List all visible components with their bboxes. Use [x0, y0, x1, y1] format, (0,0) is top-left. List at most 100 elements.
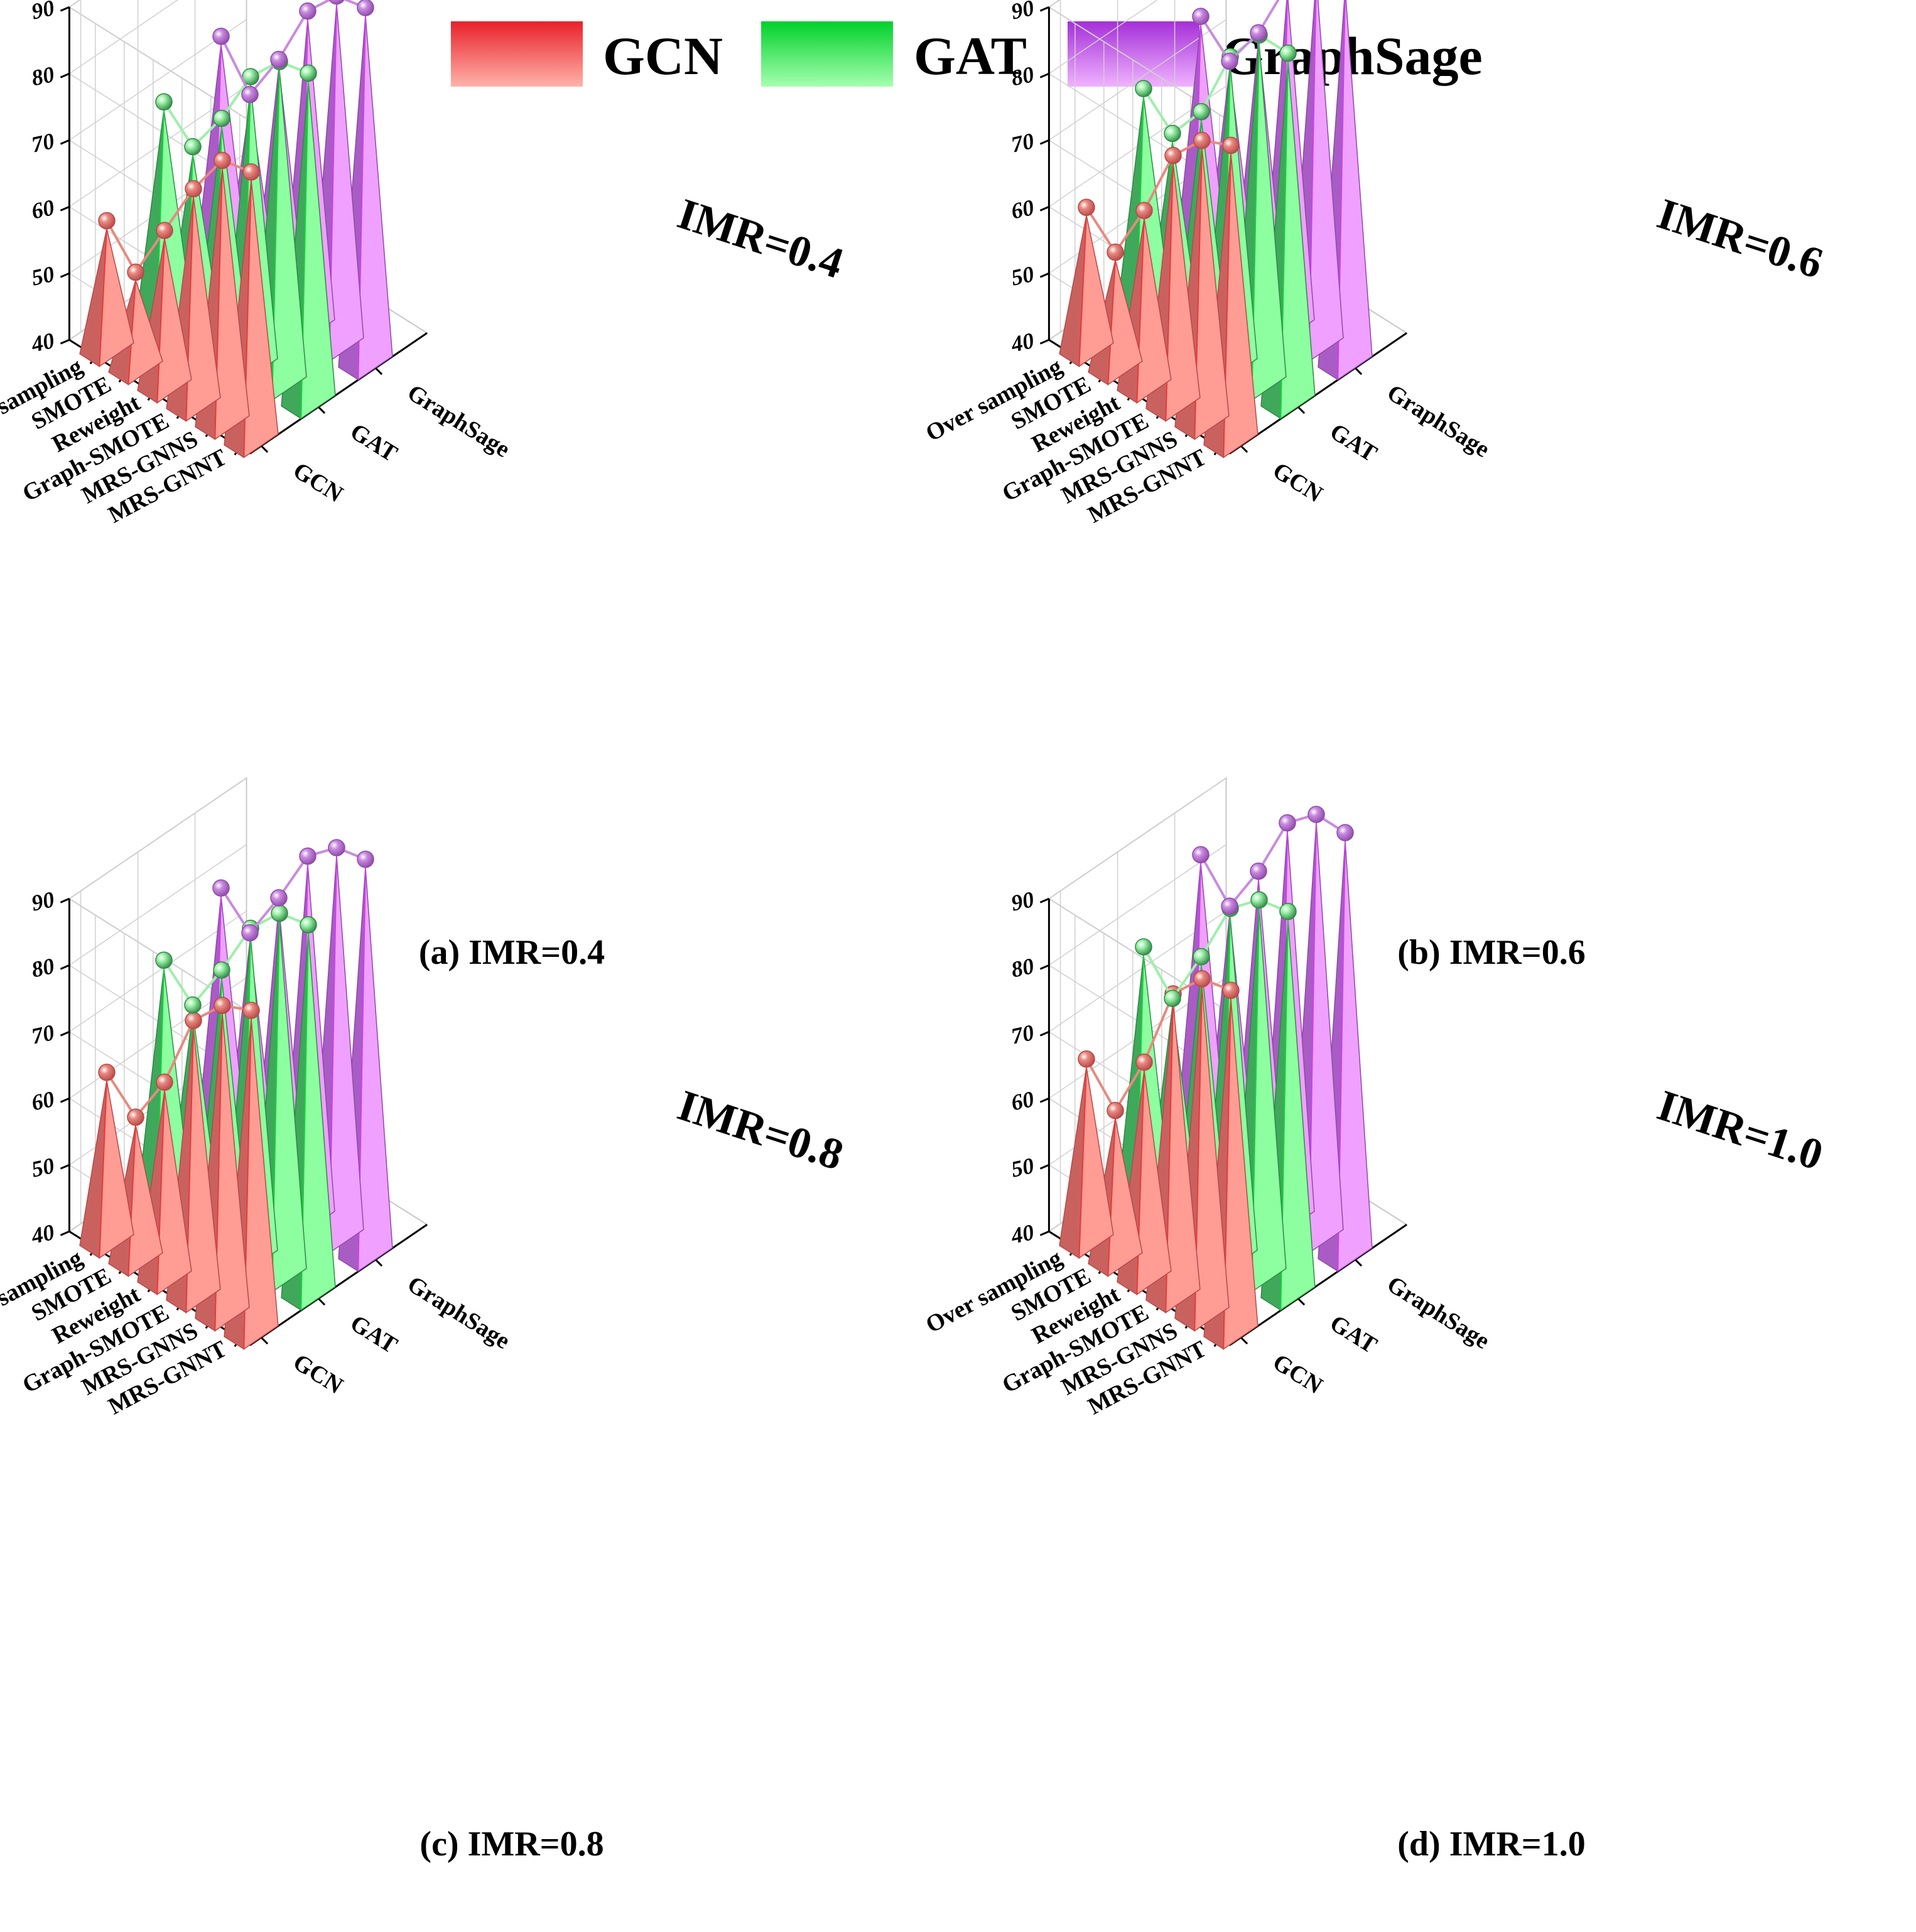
pyramid-bars	[79, 855, 393, 1350]
marker-gat-4	[1193, 947, 1210, 966]
model-label: GCN	[288, 457, 347, 507]
marker-graphsage-3	[1279, 814, 1296, 832]
marker-gat-1	[300, 64, 317, 82]
z-tick-label: 70	[1009, 128, 1037, 158]
z-tick	[1039, 964, 1049, 970]
model-label: GCN	[1268, 457, 1327, 507]
pyramid-bars	[1059, 0, 1373, 458]
marker-gcn-6	[98, 212, 116, 230]
z-tick	[1039, 6, 1049, 12]
marker-gat-1	[1279, 902, 1297, 920]
legend-item-graphsage: GraphSage	[1068, 21, 1483, 87]
marker-gat-1	[1279, 44, 1297, 62]
pyramid-ridge	[1136, 218, 1145, 403]
marker-gcn-5	[1107, 243, 1124, 261]
model-axis-line	[249, 332, 428, 455]
model-label: GAT	[1325, 1310, 1382, 1359]
pyramid-ridge	[1078, 1067, 1087, 1258]
marker-graphsage-1	[357, 850, 374, 868]
series-line-graphsage	[1199, 0, 1280, 63]
marker-graphsage-4	[270, 889, 288, 907]
marker-gat-4	[1193, 103, 1210, 121]
z-tick-label: 50	[1009, 261, 1037, 291]
marker-gat-6	[1135, 938, 1152, 956]
marker-gcn-3	[185, 1012, 202, 1030]
marker-gcn-6	[1078, 1050, 1095, 1068]
legend-label-gat: GAT	[914, 26, 1027, 86]
marker-gcn-1	[1222, 981, 1240, 1000]
model-axis-line	[249, 1224, 428, 1346]
z-tick-label: 80	[1009, 953, 1037, 983]
model-label: GCN	[1268, 1349, 1327, 1399]
pyramid-ridge	[156, 238, 165, 403]
legend-swatch-gat	[761, 21, 893, 87]
legend-label-gcn: GCN	[603, 26, 723, 86]
marker-gcn-1	[242, 1001, 260, 1019]
series-lines	[1078, 0, 1297, 261]
pyramid-ridge	[1107, 260, 1116, 385]
z-tick-label: 80	[30, 62, 57, 91]
model-axis-line	[1229, 332, 1407, 455]
z-tick	[60, 338, 70, 345]
panel-caption: (d) IMR=1.0	[1397, 1825, 1585, 1864]
series-lines	[1078, 806, 1354, 1120]
marker-graphsage-6	[1192, 8, 1210, 25]
panels: 405060708090MRS-GNNTMRS-GNNSGraph-SMOTER…	[0, 0, 1829, 1864]
marker-gat-4	[213, 961, 230, 979]
model-tick	[318, 406, 326, 414]
pyramid-ridge	[1136, 1070, 1145, 1295]
pyramid-gcn-6	[1059, 1067, 1114, 1259]
z-tick	[60, 139, 70, 145]
marker-graphsage-1	[357, 0, 374, 16]
pyramid-ridge	[99, 1080, 107, 1258]
marker-gat-5	[1164, 990, 1181, 1007]
marker-graphsage-2	[328, 0, 345, 5]
legend: GCN GAT GraphSage	[451, 21, 1483, 87]
z-tick-label: 50	[30, 1153, 57, 1182]
marker-gcn-5	[1107, 1101, 1124, 1120]
marker-graphsage-5	[1221, 52, 1238, 70]
z-tick	[1039, 1230, 1049, 1236]
marker-graphsage-4	[1250, 24, 1267, 42]
z-tick-label: 90	[30, 0, 57, 24]
z-tick	[60, 272, 70, 278]
marker-graphsage-6	[212, 879, 230, 897]
model-label: GAT	[345, 1310, 402, 1359]
model-tick	[1355, 367, 1363, 375]
chart-panel-2: 405060708090MRS-GNNTMRS-GNNSGraph-SMOTER…	[921, 0, 1829, 972]
pyramid-ridge	[156, 1090, 165, 1295]
marker-gcn-3	[185, 180, 202, 198]
z-tick-label: 90	[30, 887, 57, 916]
model-tick	[261, 1337, 269, 1345]
z-tick	[1039, 205, 1049, 212]
z-tick-label: 40	[29, 328, 57, 357]
z-tick	[60, 1230, 70, 1236]
z-tick-label: 70	[30, 1020, 57, 1049]
z-tick	[60, 1097, 70, 1103]
z-tick	[60, 72, 70, 78]
marker-gat-6	[1135, 80, 1152, 97]
series-lines	[98, 0, 374, 281]
chart-panel-1: 405060708090MRS-GNNTMRS-GNNSGraph-SMOTER…	[0, 0, 849, 972]
pyramid-bars	[1059, 822, 1373, 1350]
marker-gcn-4	[1135, 1053, 1153, 1071]
series-lines	[98, 839, 374, 1126]
marker-gcn-1	[1222, 136, 1240, 154]
z-tick-label: 90	[1009, 0, 1037, 24]
z-tick	[1039, 1030, 1049, 1037]
chart-panel-4: 405060708090MRS-GNNTMRS-GNNSGraph-SMOTER…	[921, 777, 1829, 1864]
marker-gcn-5	[127, 263, 144, 281]
legend-item-gcn: GCN	[451, 21, 723, 87]
marker-graphsage-5	[241, 924, 259, 942]
model-tick	[1297, 1298, 1306, 1306]
model-tick	[1240, 445, 1248, 453]
marker-gcn-4	[156, 1073, 173, 1091]
z-tick	[60, 205, 70, 212]
marker-graphsage-1	[1336, 824, 1354, 841]
marker-graphsage-5	[1221, 897, 1238, 915]
z-tick	[60, 964, 70, 970]
z-tick	[60, 6, 70, 12]
model-tick	[1297, 406, 1306, 414]
